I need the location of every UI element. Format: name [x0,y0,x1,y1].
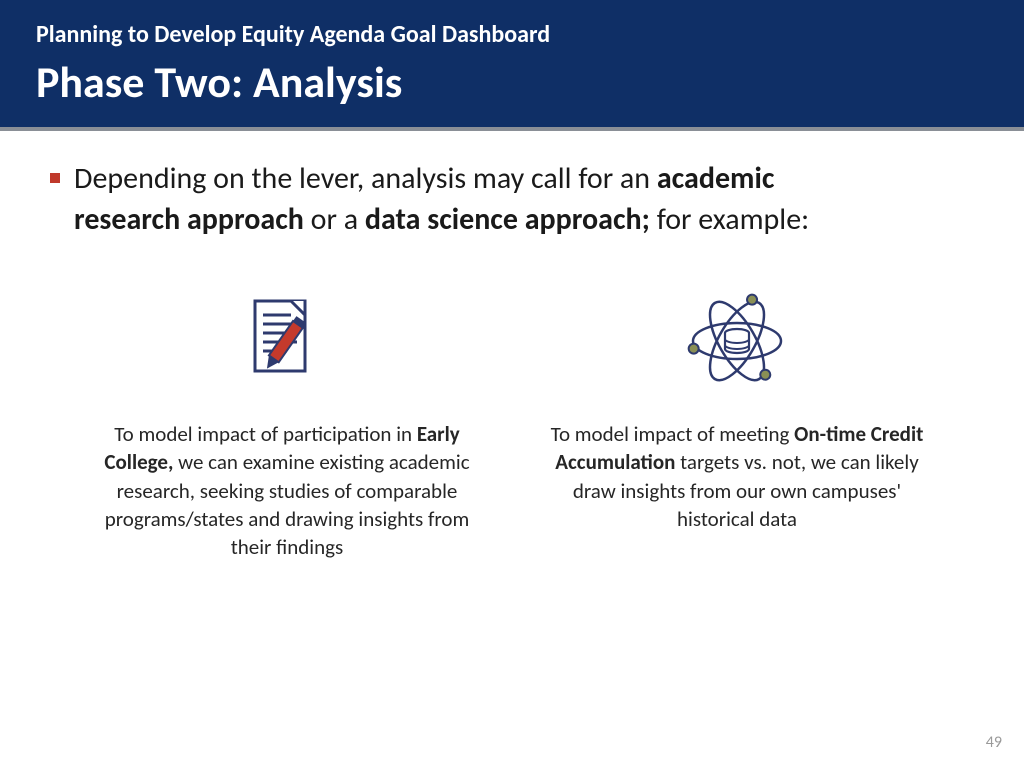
bullet-text-seg3: for example: [650,201,809,238]
columns: To model impact of participation in Earl… [50,286,974,562]
slide-subtitle: Planning to Develop Equity Agenda Goal D… [36,20,988,49]
col1-pre: To model impact of meeting [551,421,795,447]
bullet-marker-icon [50,173,60,183]
slide-title: Phase Two: Analysis [36,55,988,109]
slide-header: Planning to Develop Equity Agenda Goal D… [0,0,1024,131]
column-right: To model impact of meeting On-time Credi… [547,286,927,562]
bullet-text-seg2: or a [304,201,365,238]
slide-body: Depending on the lever, analysis may cal… [0,131,1024,562]
column-left-text: To model impact of participation in Earl… [97,420,477,562]
bullet-row: Depending on the lever, analysis may cal… [50,159,974,240]
page-number: 49 [986,733,1002,752]
document-pencil-icon [237,286,337,396]
column-right-text: To model impact of meeting On-time Credi… [547,420,927,533]
col0-pre: To model impact of participation in [114,421,417,447]
bullet-bold2: data science approach; [365,201,650,238]
bullet-text: Depending on the lever, analysis may cal… [74,159,814,240]
slide: Planning to Develop Equity Agenda Goal D… [0,0,1024,768]
bullet-text-seg1: Depending on the lever, analysis may cal… [74,160,657,197]
atom-data-icon [682,286,792,396]
column-left: To model impact of participation in Earl… [97,286,477,562]
